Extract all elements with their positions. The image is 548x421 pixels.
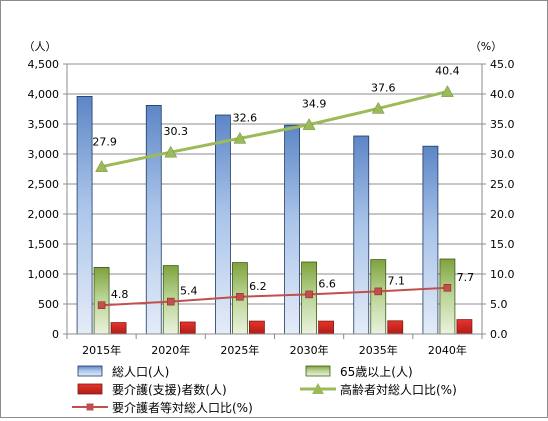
legend-elderly-ratio-label: 高齢者対総人口比(%) — [340, 382, 457, 397]
care-ratio-marker — [305, 290, 313, 299]
elderly-ratio-marker — [302, 118, 316, 130]
care-ratio-data-label: 6.6 — [318, 277, 336, 290]
left-axis-tick-label: 1,500 — [28, 238, 60, 251]
right-axis-tick-label: 30.0 — [490, 148, 515, 161]
care-ratio-marker — [443, 284, 452, 292]
bar-total-population — [422, 145, 439, 335]
left-axis-tick-label: 2,500 — [28, 178, 60, 191]
x-axis-tick-label: 2015年 — [82, 343, 121, 357]
care-ratio-data-label: 7.7 — [457, 271, 475, 284]
legend-care-ratio-label: 要介護者等対総人口比(%) — [112, 400, 253, 415]
bar-care-recipients — [318, 320, 334, 335]
right-axis-unit: （%） — [470, 40, 502, 53]
right-axis-tick-label: 25.0 — [490, 178, 515, 191]
care-ratio-marker — [236, 293, 244, 301]
elderly-ratio-data-label: 32.6 — [233, 111, 258, 124]
left-axis-tick-label: 3,000 — [28, 148, 60, 161]
legend-care-recipients-swatch — [77, 383, 103, 395]
legend-care-recipients-label: 要介護(支援)者数(人) — [112, 382, 227, 397]
bar-care-recipients — [387, 320, 404, 335]
x-axis-tick-label: 2040年 — [428, 343, 467, 357]
right-axis-tick-label: 15.0 — [490, 238, 515, 251]
legend-aged-65-plus-swatch — [305, 365, 331, 377]
care-ratio-data-label: 7.1 — [388, 274, 406, 287]
bar-aged-65-plus — [370, 259, 387, 335]
bar-aged-65-plus — [439, 258, 456, 335]
left-axis-tick-label: 0 — [52, 328, 59, 341]
elderly-ratio-data-label: 40.4 — [435, 65, 460, 78]
legend-care-ratio-marker — [86, 403, 94, 411]
legend-care-recipients: 要介護(支援)者数(人) — [77, 382, 227, 397]
bar-total-population — [215, 114, 231, 335]
elderly-ratio-marker — [164, 145, 178, 158]
care-ratio-marker — [374, 287, 382, 296]
bar-total-population — [145, 105, 162, 335]
right-axis-tick-label: 40.0 — [490, 88, 515, 101]
bar-aged-65-plus — [93, 266, 110, 335]
legend-aged-65-plus-label: 65歳以上(人) — [340, 365, 413, 379]
bar-total-population — [76, 96, 93, 335]
left-axis-unit: （人） — [24, 40, 57, 53]
right-axis-tick-label: 45.0 — [490, 58, 515, 71]
care-ratio-data-label: 4.8 — [111, 288, 129, 301]
left-axis-tick-label: 4,500 — [28, 58, 60, 71]
left-axis-tick-label: 4,000 — [28, 88, 60, 101]
left-axis-tick-label: 1,000 — [28, 268, 60, 281]
elderly-ratio-marker — [371, 101, 385, 114]
elderly-ratio-data-label: 27.9 — [92, 136, 117, 149]
bar-total-population — [284, 124, 300, 335]
elderly-ratio-marker — [233, 131, 247, 144]
left-axis-tick-label: 500 — [38, 298, 59, 311]
care-ratio-line — [101, 286, 448, 307]
left-axis-tick-label: 3,500 — [28, 118, 60, 131]
x-axis-tick-label: 2035年 — [359, 343, 398, 357]
elderly-ratio-line — [101, 90, 448, 169]
x-axis-tick-label: 2030年 — [290, 343, 329, 357]
care-ratio-marker — [167, 297, 175, 306]
care-ratio-data-label: 6.2 — [249, 280, 267, 293]
elderly-ratio-data-label: 34.9 — [302, 98, 327, 111]
bar-care-recipients — [110, 322, 127, 335]
bar-care-recipients — [179, 321, 196, 335]
care-ratio-marker — [97, 301, 106, 309]
right-axis-tick-label: 0.0 — [490, 328, 508, 341]
legend-total-population-label: 総人口(人) — [112, 365, 169, 379]
bar-care-recipients — [456, 319, 473, 335]
right-axis-tick-label: 35.0 — [490, 118, 515, 131]
right-axis-tick-label: 20.0 — [490, 208, 515, 221]
left-axis-tick-label: 2,000 — [28, 208, 60, 221]
legend-total-population-swatch — [77, 365, 103, 377]
legend-aged-65-plus: 65歳以上(人) — [305, 365, 413, 379]
elderly-ratio-marker — [440, 85, 454, 97]
right-axis-tick-label: 10.0 — [490, 268, 515, 281]
elderly-ratio-marker — [95, 160, 109, 172]
right-axis-tick-label: 5.0 — [490, 298, 508, 311]
legend-care-ratio: 要介護者等対総人口比(%) — [72, 400, 253, 415]
bar-total-population — [353, 135, 370, 335]
legend-total-population: 総人口(人) — [77, 365, 169, 379]
care-ratio-data-label: 5.4 — [180, 285, 198, 298]
x-axis-tick-label: 2020年 — [151, 343, 190, 357]
legend-elderly-ratio-marker — [312, 383, 324, 394]
elderly-ratio-data-label: 37.6 — [371, 81, 396, 94]
legend-elderly-ratio: 高齢者対総人口比(%) — [300, 382, 457, 397]
bar-care-recipients — [249, 320, 265, 335]
x-axis-tick-label: 2025年 — [220, 343, 259, 357]
elderly-ratio-data-label: 30.3 — [164, 125, 189, 138]
